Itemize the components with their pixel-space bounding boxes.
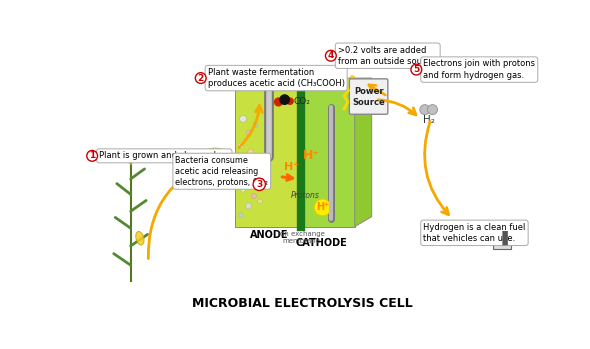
Text: >0.2 volts are added
from an outside source.: >0.2 volts are added from an outside sou… <box>338 45 438 66</box>
Text: CATHODE: CATHODE <box>296 238 347 248</box>
Circle shape <box>87 150 97 161</box>
Circle shape <box>286 97 294 105</box>
Circle shape <box>300 76 304 80</box>
Circle shape <box>248 149 254 155</box>
Text: Power
Source: Power Source <box>352 87 385 106</box>
Text: MICROBIAL ELECTROLYSIS CELL: MICROBIAL ELECTROLYSIS CELL <box>192 297 413 310</box>
Circle shape <box>253 123 258 127</box>
Text: Plant waste fermentation
produces acetic acid (CH₃COOH): Plant waste fermentation produces acetic… <box>208 68 345 88</box>
Circle shape <box>241 161 248 166</box>
Text: 2: 2 <box>198 74 204 83</box>
Circle shape <box>341 76 346 80</box>
Circle shape <box>322 76 327 80</box>
Text: H⁺: H⁺ <box>284 162 299 172</box>
Polygon shape <box>355 78 372 227</box>
Text: Plant is grown and chopped up: Plant is grown and chopped up <box>99 151 230 160</box>
Polygon shape <box>235 78 372 88</box>
Text: ▐: ▐ <box>497 231 507 245</box>
Text: Hydrogen is a clean fuel
that vehicles can use.: Hydrogen is a clean fuel that vehicles c… <box>423 223 526 243</box>
Ellipse shape <box>201 148 230 164</box>
Text: Protons: Protons <box>290 191 319 200</box>
Polygon shape <box>301 88 355 227</box>
Circle shape <box>314 199 331 216</box>
Polygon shape <box>235 88 301 227</box>
Circle shape <box>238 143 244 149</box>
Circle shape <box>247 130 252 135</box>
Circle shape <box>253 178 266 191</box>
Circle shape <box>350 76 355 80</box>
Text: 3: 3 <box>256 180 263 189</box>
Circle shape <box>411 64 422 75</box>
Text: CO₂: CO₂ <box>294 97 311 106</box>
Circle shape <box>428 105 438 114</box>
FancyBboxPatch shape <box>349 79 388 114</box>
Text: Electrons: Electrons <box>278 68 314 77</box>
Ellipse shape <box>136 231 144 245</box>
Text: Bacteria consume
acetic acid releasing
electrons, protons, CO₂: Bacteria consume acetic acid releasing e… <box>175 156 268 187</box>
Circle shape <box>245 203 251 209</box>
Circle shape <box>251 193 257 199</box>
Text: H⁺: H⁺ <box>303 149 320 162</box>
FancyBboxPatch shape <box>493 228 511 249</box>
Circle shape <box>238 213 243 217</box>
Text: Electrons join with protons
and form hydrogen gas.: Electrons join with protons and form hyd… <box>423 59 535 80</box>
Circle shape <box>241 187 245 192</box>
Text: 1: 1 <box>89 151 96 160</box>
Text: H⁺: H⁺ <box>316 202 329 213</box>
Circle shape <box>290 76 294 80</box>
Circle shape <box>240 116 247 122</box>
Circle shape <box>258 199 263 203</box>
Circle shape <box>253 166 258 171</box>
Text: ANODE: ANODE <box>250 230 288 240</box>
Text: H₂: H₂ <box>422 116 435 125</box>
Text: 5: 5 <box>413 65 419 74</box>
Circle shape <box>332 76 336 80</box>
Circle shape <box>420 105 430 114</box>
Circle shape <box>244 176 249 181</box>
Circle shape <box>255 177 261 184</box>
Text: Ion exchange
membrane: Ion exchange membrane <box>277 231 325 244</box>
Circle shape <box>312 76 316 80</box>
Circle shape <box>274 97 283 106</box>
Circle shape <box>281 76 286 80</box>
Circle shape <box>326 50 336 61</box>
Text: 4: 4 <box>327 51 334 60</box>
Circle shape <box>279 94 290 105</box>
Circle shape <box>195 73 206 83</box>
